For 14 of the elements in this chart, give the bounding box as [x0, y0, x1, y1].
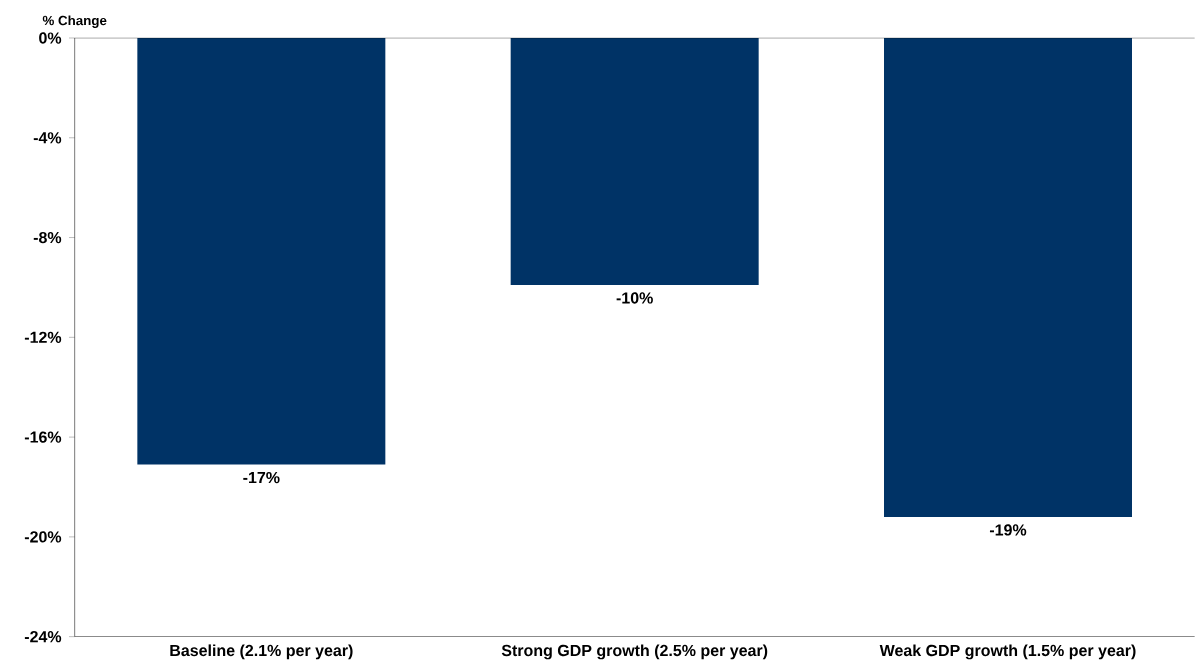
x-tick-label: Strong GDP growth (2.5% per year)	[501, 644, 768, 660]
y-tick-label: -8%	[33, 231, 62, 244]
data-label: -10%	[616, 292, 653, 304]
y-tick-label: -12%	[24, 331, 62, 343]
data-label: -17%	[243, 471, 280, 484]
y-tick-label: 0%	[39, 32, 62, 44]
y-tick-label: -20%	[24, 531, 62, 543]
x-tick-label: Weak GDP growth (1.5% per year)	[879, 644, 1136, 660]
x-tick-label: Baseline (2.1% per year)	[170, 644, 353, 660]
y-tick-label: -24%	[24, 631, 62, 643]
y-tick-label: -4%	[33, 132, 62, 144]
y-axis-title: % Change	[42, 15, 107, 28]
data-label: -19%	[989, 524, 1027, 536]
y-tick-label: -16%	[24, 431, 62, 443]
